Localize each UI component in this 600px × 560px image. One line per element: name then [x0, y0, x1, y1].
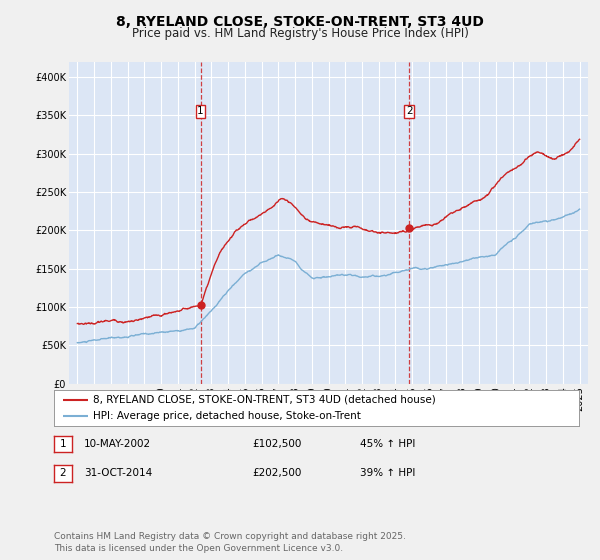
Text: 2: 2 [406, 106, 413, 116]
Text: £102,500: £102,500 [252, 439, 301, 449]
Text: 8, RYELAND CLOSE, STOKE-ON-TRENT, ST3 4UD: 8, RYELAND CLOSE, STOKE-ON-TRENT, ST3 4U… [116, 15, 484, 29]
Text: 45% ↑ HPI: 45% ↑ HPI [360, 439, 415, 449]
Text: 1: 1 [197, 106, 204, 116]
Text: Price paid vs. HM Land Registry's House Price Index (HPI): Price paid vs. HM Land Registry's House … [131, 27, 469, 40]
Text: HPI: Average price, detached house, Stoke-on-Trent: HPI: Average price, detached house, Stok… [94, 411, 361, 421]
Text: 2: 2 [59, 468, 67, 478]
Text: 10-MAY-2002: 10-MAY-2002 [84, 439, 151, 449]
Text: Contains HM Land Registry data © Crown copyright and database right 2025.
This d: Contains HM Land Registry data © Crown c… [54, 532, 406, 553]
Text: 1: 1 [59, 439, 67, 449]
Text: 8, RYELAND CLOSE, STOKE-ON-TRENT, ST3 4UD (detached house): 8, RYELAND CLOSE, STOKE-ON-TRENT, ST3 4U… [94, 395, 436, 405]
Text: 31-OCT-2014: 31-OCT-2014 [84, 468, 152, 478]
Text: 39% ↑ HPI: 39% ↑ HPI [360, 468, 415, 478]
Text: £202,500: £202,500 [252, 468, 301, 478]
